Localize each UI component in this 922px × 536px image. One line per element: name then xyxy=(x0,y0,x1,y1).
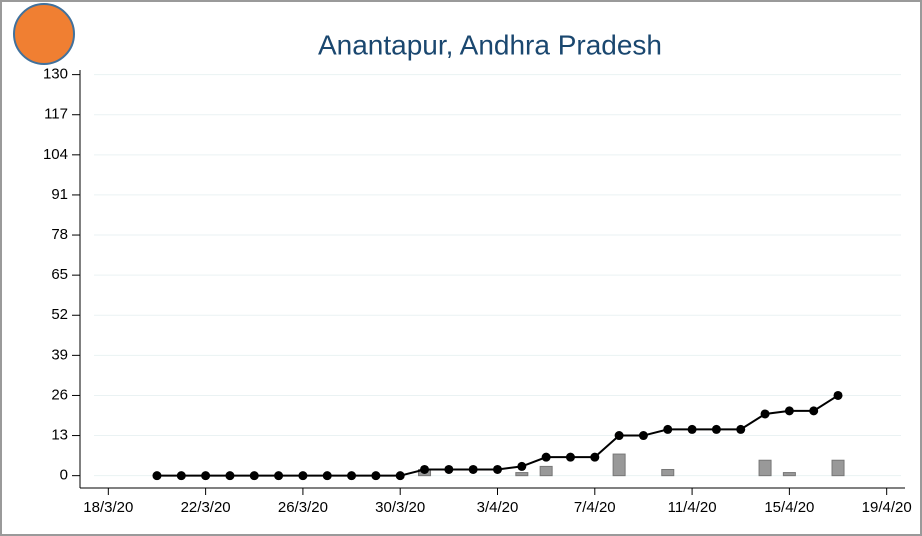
bar xyxy=(515,472,529,477)
x-tick-label: 22/3/20 xyxy=(181,499,231,516)
bar xyxy=(782,472,796,477)
marker xyxy=(249,471,259,481)
marker xyxy=(517,461,527,471)
bar xyxy=(831,459,845,477)
x-tick-label: 7/4/20 xyxy=(574,499,616,516)
marker xyxy=(152,471,162,481)
marker xyxy=(201,471,211,481)
x-tick-label: 11/4/20 xyxy=(668,499,717,516)
logo-dot xyxy=(13,3,75,65)
marker xyxy=(176,471,186,481)
y-tick-label: 91 xyxy=(51,186,68,203)
marker xyxy=(347,471,357,481)
x-tick-label: 3/4/20 xyxy=(477,499,519,516)
marker xyxy=(420,464,430,474)
y-tick-label: 39 xyxy=(51,346,68,363)
chart-title: Anantapur, Andhra Pradesh xyxy=(318,29,662,60)
marker xyxy=(395,471,405,481)
marker xyxy=(711,424,721,434)
plot-area xyxy=(80,70,905,488)
x-tick-label: 30/3/20 xyxy=(375,499,425,516)
marker xyxy=(687,424,697,434)
bar xyxy=(612,453,626,477)
marker xyxy=(614,431,624,441)
y-tick-label: 130 xyxy=(43,66,68,83)
x-tick-label: 15/4/20 xyxy=(764,499,814,516)
marker xyxy=(736,424,746,434)
marker xyxy=(590,452,600,462)
marker xyxy=(809,406,819,416)
bar xyxy=(758,459,772,477)
marker xyxy=(274,471,284,481)
x-tick-label: 18/3/20 xyxy=(83,499,133,516)
marker xyxy=(468,464,478,474)
y-tick-label: 52 xyxy=(51,306,68,323)
y-tick-label: 104 xyxy=(43,146,68,163)
y-tick-label: 65 xyxy=(51,266,68,283)
marker xyxy=(322,471,332,481)
marker xyxy=(638,431,648,441)
y-tick-label: 0 xyxy=(60,467,68,484)
marker xyxy=(298,471,308,481)
marker xyxy=(833,390,843,400)
marker xyxy=(371,471,381,481)
y-tick-label: 13 xyxy=(51,427,68,444)
marker xyxy=(225,471,235,481)
bar xyxy=(661,468,675,477)
marker xyxy=(493,464,502,474)
x-tick-label: 19/4/20 xyxy=(862,499,912,516)
x-tick-label: 26/3/20 xyxy=(278,499,328,516)
y-tick-label: 26 xyxy=(51,386,68,403)
marker xyxy=(663,424,673,434)
bar xyxy=(539,465,553,477)
marker xyxy=(760,409,770,419)
y-tick-label: 117 xyxy=(44,106,68,123)
y-tick-label: 78 xyxy=(51,226,68,243)
marker xyxy=(565,452,575,462)
marker xyxy=(784,406,794,416)
marker xyxy=(541,452,551,462)
marker xyxy=(444,464,454,474)
